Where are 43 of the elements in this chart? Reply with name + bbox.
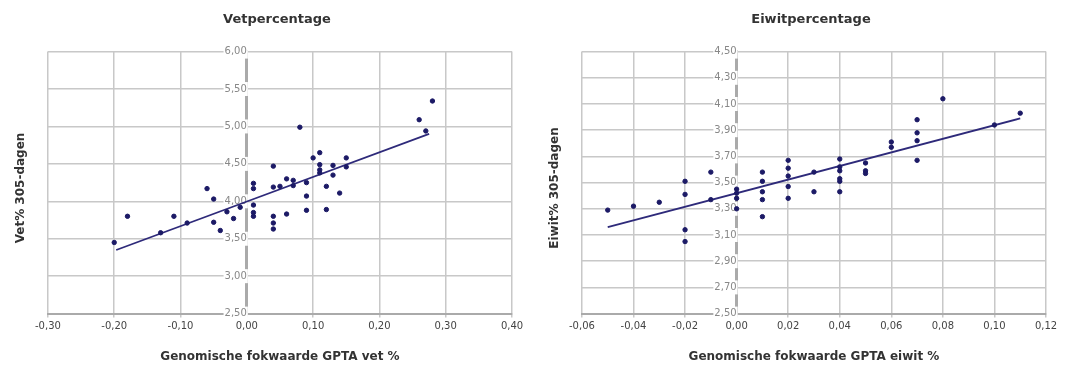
y-axis-title: Vet% 305-dagen [13,132,28,244]
y-axis-title: Eiwit% 305-dagen [547,127,561,249]
x-axis-title: Genomische fokwaarde GPTA vet % [160,348,400,363]
x-tick-label: -0,30 [35,320,61,332]
y-tick-label: 4,00 [224,194,247,206]
y-tick-label: 3,00 [224,269,247,281]
x-tick-label: 0,06 [880,320,903,332]
x-tick-label: 0,10 [983,320,1006,332]
x-tick-label: 0,02 [777,320,800,332]
y-tick-label: 5,50 [224,82,247,94]
x-tick-label: 0,40 [500,320,524,332]
chart-title: Vetpercentage [223,11,332,27]
y-tick-label: 2,70 [714,280,737,292]
x-tick-label: 0,08 [931,320,955,332]
y-tick-label: 2,50 [224,307,247,319]
y-tick-label: 3,30 [714,202,737,214]
y-tick-label: 4,50 [714,45,737,57]
y-tick-label: 6,00 [224,45,247,57]
x-axis-title: Genomische fokwaarde GPTA eiwit % [688,348,940,363]
y-tick-label: 4,10 [714,97,737,109]
x-tick-label: -0,06 [569,320,595,332]
y-tick-label: 3,50 [714,176,737,188]
y-tick-label: 3,10 [714,228,737,240]
x-tick-label: 0,20 [368,320,391,332]
y-tick-label: 5,00 [224,120,247,132]
y-tick-label: 4,30 [714,71,737,83]
y-tick-label: 3,90 [714,123,737,135]
x-tick-label: 0,30 [434,320,457,332]
x-tick-label: 0,00 [235,320,258,332]
x-tick-label: 0,12 [1034,320,1058,332]
x-tick-label: -0,02 [672,320,698,332]
y-tick-label: 2,50 [714,307,737,319]
x-tick-label: -0,04 [620,320,647,332]
x-tick-label: -0,10 [167,320,194,332]
chart-title: Eiwitpercentage [751,11,871,27]
x-tick-label: 0,04 [828,320,851,332]
y-tick-label: 4,50 [224,157,247,169]
y-tick-label: 2,90 [714,254,737,266]
x-tick-label: 0,10 [301,320,325,332]
x-tick-label: 0,00 [725,320,748,332]
y-tick-label: 3,50 [224,232,247,244]
x-tick-label: -0,20 [101,320,128,332]
y-tick-label: 3,70 [714,149,737,161]
